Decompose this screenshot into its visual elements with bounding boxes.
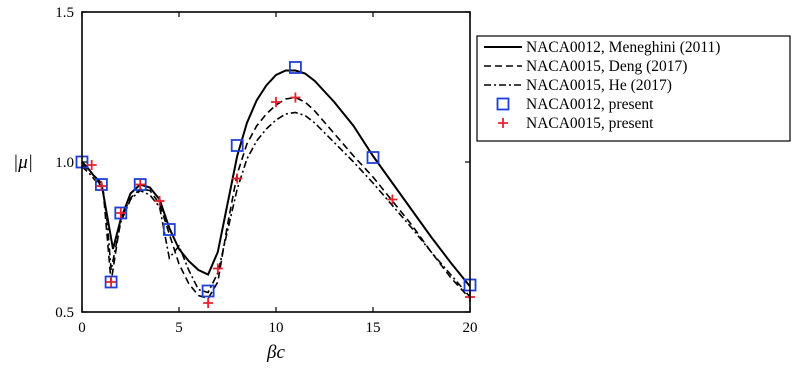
legend-items: NACA0012, Meneghini (2011) NACA0015, Deng… bbox=[484, 39, 720, 132]
data-point-plus bbox=[212, 263, 223, 274]
x-tick-label: 10 bbox=[269, 320, 284, 336]
legend-label: NACA0012, Meneghini (2011) bbox=[526, 39, 720, 56]
data-point-square bbox=[201, 284, 215, 298]
data-point-plus bbox=[203, 298, 214, 308]
data-point-plus bbox=[387, 194, 398, 205]
data-point-plus bbox=[96, 181, 107, 191]
data-point-plus bbox=[115, 208, 126, 218]
x-tick-label: 0 bbox=[78, 320, 86, 336]
axis-ticks: 0 5 10 15 20 0.5 1.0 1.5 bbox=[55, 5, 477, 336]
data-point-square bbox=[114, 206, 128, 220]
legend-swatch-square bbox=[496, 97, 510, 111]
data-point-plus bbox=[154, 196, 165, 206]
series-line-2 bbox=[81, 111, 471, 298]
legend-label: NACA0015, Deng (2017) bbox=[526, 58, 687, 75]
y-tick-label: 0.5 bbox=[55, 305, 74, 321]
y-tick-label: 1.0 bbox=[55, 155, 74, 171]
data-point-square bbox=[133, 178, 147, 191]
legend: NACA0012, Meneghini (2011) NACA0015, Deng… bbox=[476, 35, 791, 142]
data-point-plus bbox=[290, 92, 301, 103]
plot-frame bbox=[81, 11, 471, 313]
series-line-0 bbox=[81, 69, 471, 288]
data-point-plus bbox=[106, 277, 117, 287]
data-point-plus bbox=[86, 160, 97, 170]
data-point-square bbox=[230, 139, 244, 152]
y-axis-label: |μ| bbox=[13, 152, 33, 173]
plot-markers bbox=[75, 61, 477, 308]
legend-label: NACA0015, present bbox=[526, 115, 654, 132]
data-point-square bbox=[104, 275, 118, 289]
legend-label: NACA0015, He (2017) bbox=[526, 77, 672, 94]
data-point-square bbox=[162, 223, 176, 236]
x-tick-label: 5 bbox=[175, 320, 183, 336]
series-line-1 bbox=[81, 96, 471, 300]
data-point-square bbox=[366, 151, 380, 164]
x-tick-label: 20 bbox=[463, 320, 478, 336]
data-point-square bbox=[288, 61, 302, 74]
y-tick-label: 1.5 bbox=[55, 5, 74, 21]
x-axis-label: βc bbox=[266, 342, 285, 363]
data-point-plus bbox=[271, 97, 281, 107]
plot-lines bbox=[81, 69, 471, 300]
legend-label: NACA0012, present bbox=[526, 96, 654, 113]
x-tick-label: 15 bbox=[366, 320, 381, 336]
legend-swatch-plus bbox=[498, 118, 508, 128]
data-point-plus bbox=[135, 179, 146, 190]
legend-box bbox=[476, 35, 791, 142]
data-point-plus bbox=[232, 173, 243, 184]
